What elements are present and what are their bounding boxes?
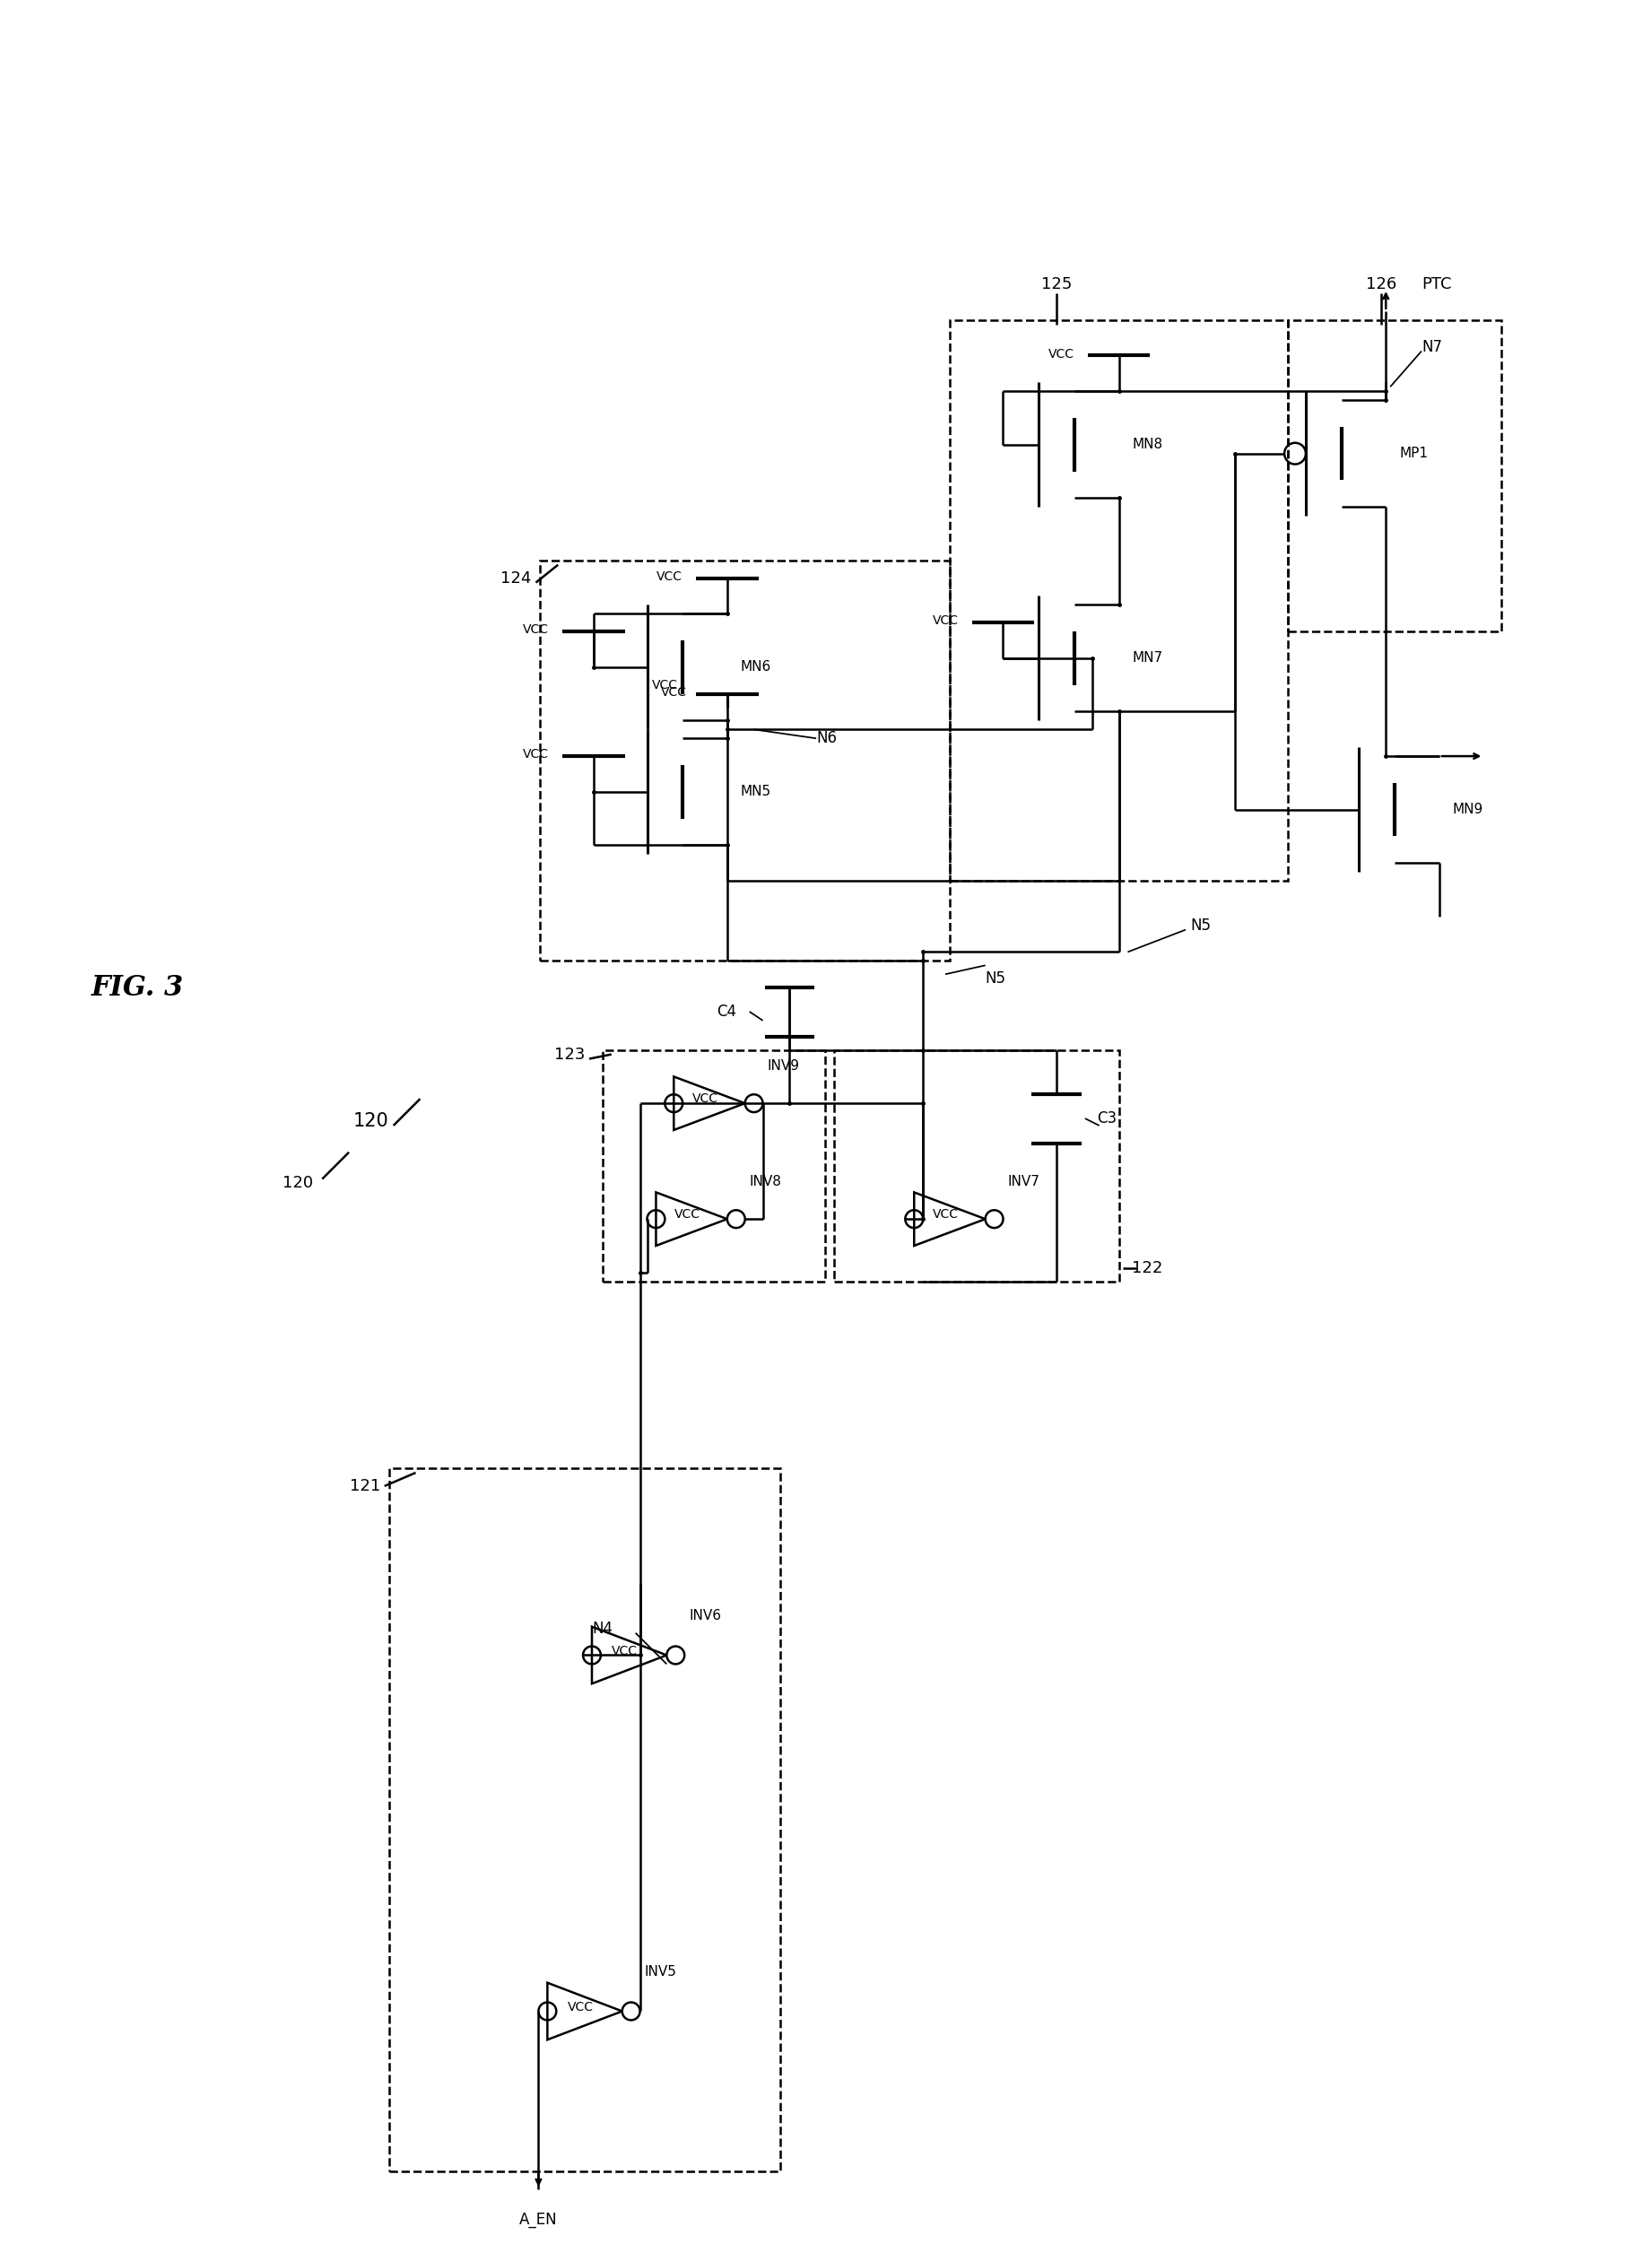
- Text: VCC: VCC: [524, 747, 548, 761]
- Bar: [1289, 321, 1502, 631]
- Text: 124: 124: [501, 570, 532, 586]
- Text: VCC: VCC: [524, 624, 548, 635]
- Text: N4: N4: [593, 1620, 613, 1636]
- Text: VCC: VCC: [657, 570, 682, 583]
- Text: 125: 125: [1041, 276, 1072, 292]
- Text: 126: 126: [1366, 276, 1398, 292]
- Text: INV9: INV9: [767, 1059, 800, 1073]
- Text: 121: 121: [349, 1479, 380, 1495]
- Text: N5: N5: [1189, 918, 1211, 934]
- Text: C4: C4: [717, 1003, 737, 1019]
- Text: A_EN: A_EN: [519, 2213, 558, 2228]
- Text: INV6: INV6: [689, 1609, 722, 1622]
- Text: MN7: MN7: [1132, 651, 1163, 664]
- Text: VCC: VCC: [661, 687, 687, 698]
- Bar: [603, 1050, 824, 1281]
- Text: N5: N5: [985, 972, 1006, 987]
- Bar: [540, 561, 950, 960]
- Text: N6: N6: [816, 729, 838, 747]
- Text: 120: 120: [282, 1176, 312, 1192]
- Text: MN9: MN9: [1452, 803, 1483, 817]
- Bar: [834, 1050, 1118, 1281]
- Text: N7: N7: [1421, 339, 1442, 355]
- Text: 120: 120: [354, 1113, 388, 1131]
- Bar: [950, 321, 1289, 882]
- Bar: [388, 1468, 781, 2172]
- Text: PTC: PTC: [1421, 276, 1452, 292]
- Text: 123: 123: [553, 1046, 585, 1061]
- Text: INV8: INV8: [750, 1176, 781, 1189]
- Text: MP1: MP1: [1399, 447, 1427, 460]
- Text: VCC: VCC: [653, 678, 679, 691]
- Text: VCC: VCC: [674, 1207, 700, 1221]
- Text: C3: C3: [1097, 1111, 1117, 1126]
- Text: MN6: MN6: [740, 660, 771, 673]
- Text: VCC: VCC: [1049, 348, 1074, 359]
- Text: VCC: VCC: [567, 1999, 593, 2013]
- Text: VCC: VCC: [932, 1207, 958, 1221]
- Text: INV7: INV7: [1008, 1176, 1039, 1189]
- Text: VCC: VCC: [933, 615, 958, 626]
- Text: FIG. 3: FIG. 3: [91, 974, 183, 1001]
- Text: MN8: MN8: [1132, 438, 1163, 451]
- Text: INV5: INV5: [644, 1966, 677, 1979]
- Text: MN5: MN5: [740, 785, 771, 799]
- Text: VCC: VCC: [611, 1645, 638, 1656]
- Text: 122: 122: [1132, 1259, 1163, 1277]
- Text: VCC: VCC: [692, 1093, 719, 1104]
